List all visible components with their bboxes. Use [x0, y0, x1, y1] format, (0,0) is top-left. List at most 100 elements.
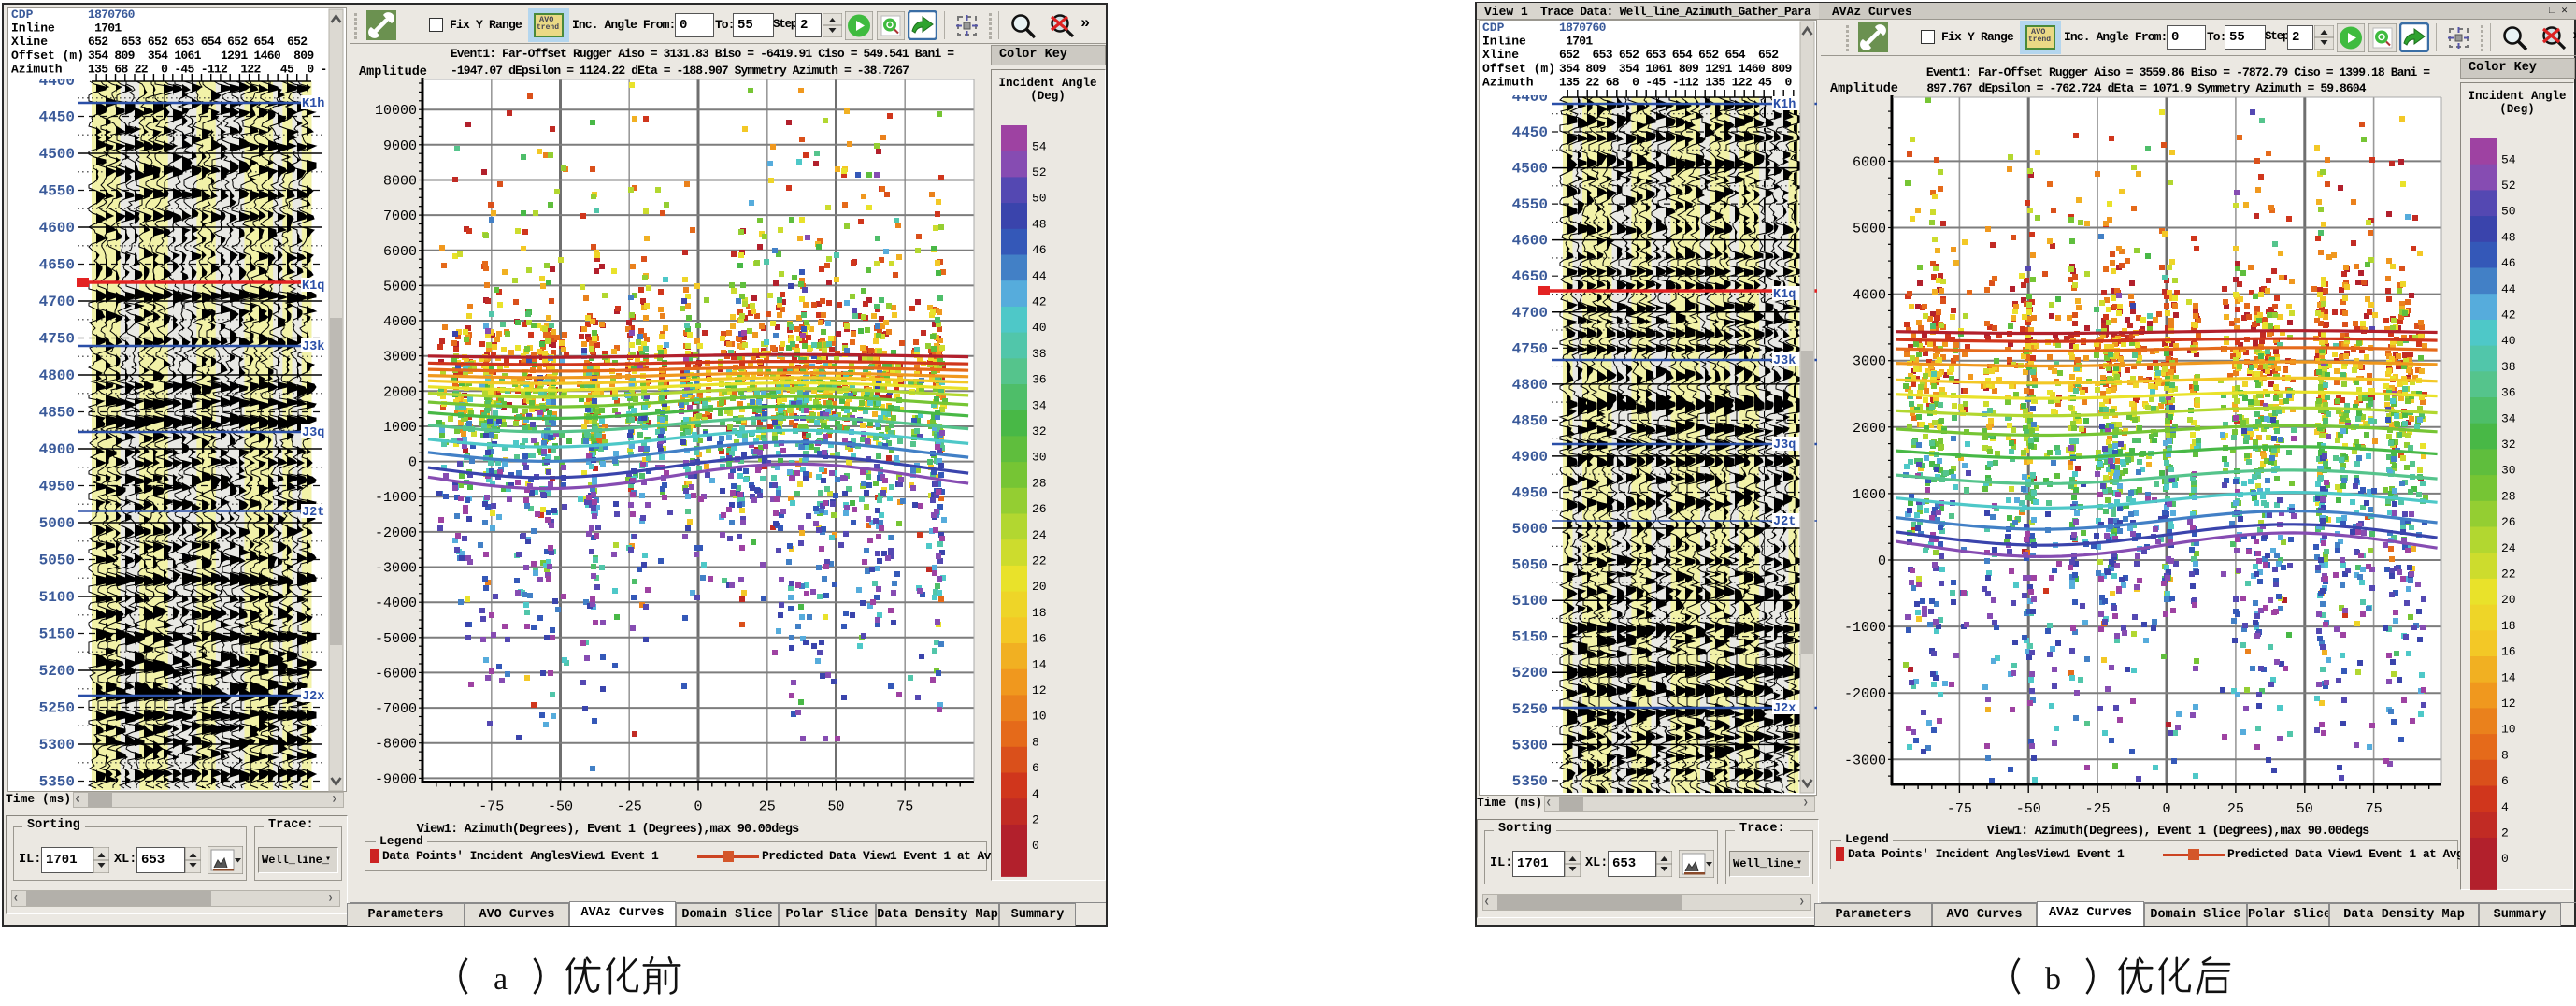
- svg-text:54: 54: [1032, 139, 1047, 153]
- svg-text:5000: 5000: [39, 515, 75, 532]
- svg-text:(Deg): (Deg): [2499, 103, 2535, 116]
- svg-text:652 653 652 653 654 652 654: 652 653 652 653 654 652 654 652: [88, 35, 308, 49]
- svg-text:2: 2: [2501, 826, 2509, 841]
- svg-text:8: 8: [1032, 735, 1039, 749]
- svg-text:0: 0: [2162, 801, 2170, 817]
- svg-text:8000: 8000: [383, 174, 417, 190]
- svg-text:J2t: J2t: [1773, 515, 1796, 529]
- svg-text:4850: 4850: [1512, 412, 1548, 429]
- svg-text:0: 0: [694, 799, 702, 815]
- svg-text:75: 75: [896, 799, 913, 815]
- svg-text:Incident Angle: Incident Angle: [998, 77, 1096, 90]
- svg-text:10: 10: [1032, 710, 1047, 724]
- svg-text:24: 24: [2501, 541, 2516, 555]
- svg-text:-3000: -3000: [1844, 753, 1886, 769]
- svg-text:5100: 5100: [39, 589, 75, 606]
- svg-text:14: 14: [2501, 670, 2516, 684]
- svg-text:Inline: Inline: [1482, 35, 1526, 49]
- svg-text:6000: 6000: [383, 244, 417, 260]
- svg-text:4900: 4900: [39, 441, 75, 458]
- svg-text:3000: 3000: [383, 350, 417, 366]
- svg-text:Offset (m): Offset (m): [11, 49, 84, 63]
- svg-text:5350: 5350: [39, 774, 75, 791]
- svg-text:4800: 4800: [1512, 377, 1548, 394]
- svg-text:5050: 5050: [39, 553, 75, 569]
- svg-text:-9000: -9000: [375, 771, 417, 787]
- svg-text:Incident Angle: Incident Angle: [2468, 90, 2566, 103]
- svg-text:J3k: J3k: [302, 340, 324, 354]
- svg-text:4550: 4550: [1512, 196, 1548, 213]
- svg-text:Inline: Inline: [11, 22, 55, 36]
- svg-text:-2000: -2000: [375, 525, 417, 541]
- svg-text:32: 32: [1032, 424, 1047, 438]
- svg-text:1701: 1701: [1559, 35, 1593, 49]
- svg-text:54: 54: [2501, 152, 2516, 166]
- svg-text:135 22 68 0 -45 -112 135 122: 135 22 68 0 -45 -112 135 122 45 0: [1559, 75, 1792, 89]
- svg-text:-50: -50: [2016, 801, 2041, 817]
- svg-text:-6000: -6000: [375, 666, 417, 682]
- svg-text:652 653 652 653 654 652 654: 652 653 652 653 654 652 654 652: [1559, 48, 1779, 62]
- svg-text:-25: -25: [2085, 801, 2111, 817]
- svg-text:0: 0: [408, 455, 417, 471]
- svg-text:52: 52: [1032, 165, 1047, 180]
- svg-text:3000: 3000: [1853, 354, 1886, 370]
- svg-text:-75: -75: [1947, 801, 1972, 817]
- svg-text:30: 30: [2501, 464, 2516, 478]
- svg-text:5300: 5300: [1512, 737, 1548, 754]
- svg-text:1000: 1000: [1853, 487, 1886, 503]
- svg-text:18: 18: [2501, 619, 2516, 633]
- svg-text:-1000: -1000: [375, 490, 417, 506]
- svg-text:50: 50: [2501, 205, 2516, 219]
- svg-text:40: 40: [2501, 334, 2516, 348]
- svg-text:34: 34: [2501, 411, 2516, 425]
- svg-text:24: 24: [1032, 528, 1047, 542]
- svg-text:5300: 5300: [39, 737, 75, 754]
- svg-text:-5000: -5000: [375, 631, 417, 647]
- svg-text:Azimuth: Azimuth: [1482, 75, 1534, 89]
- svg-text:-2000: -2000: [1844, 686, 1886, 702]
- svg-text:30: 30: [1032, 451, 1047, 465]
- svg-text:5200: 5200: [1512, 665, 1548, 682]
- svg-text:K1q: K1q: [302, 280, 324, 294]
- svg-text:10: 10: [2501, 723, 2516, 737]
- svg-text:354 809 354 1061 809 1291 146: 354 809 354 1061 809 1291 1460 809: [1559, 62, 1792, 76]
- svg-text:4500: 4500: [39, 146, 75, 163]
- svg-text:5050: 5050: [1512, 557, 1548, 574]
- svg-text:5100: 5100: [1512, 593, 1548, 610]
- svg-text:CDP: CDP: [1482, 21, 1505, 35]
- svg-text:48: 48: [2501, 230, 2516, 244]
- svg-text:J2x: J2x: [302, 690, 324, 704]
- svg-text:75: 75: [2366, 801, 2383, 817]
- svg-text:5350: 5350: [1512, 773, 1548, 790]
- svg-text:10000: 10000: [375, 103, 417, 119]
- svg-text:5000: 5000: [383, 279, 417, 295]
- svg-text:4: 4: [1032, 787, 1039, 801]
- svg-text:28: 28: [2501, 489, 2516, 503]
- svg-text:4800: 4800: [39, 367, 75, 384]
- svg-text:4950: 4950: [39, 479, 75, 496]
- svg-text:52: 52: [2501, 179, 2516, 193]
- svg-text:CDP: CDP: [11, 7, 34, 22]
- svg-text:J2t: J2t: [302, 506, 324, 520]
- svg-text:4700: 4700: [1512, 305, 1548, 322]
- svg-text:5250: 5250: [39, 700, 75, 717]
- svg-text:7000: 7000: [383, 208, 417, 224]
- svg-text:2: 2: [1032, 813, 1039, 827]
- svg-text:36: 36: [2501, 386, 2516, 400]
- svg-text:44: 44: [2501, 282, 2516, 296]
- svg-text:6000: 6000: [1853, 154, 1886, 170]
- svg-text:Offset (m): Offset (m): [1482, 62, 1555, 76]
- svg-text:K1h: K1h: [1773, 98, 1796, 112]
- svg-text:4900: 4900: [1512, 449, 1548, 466]
- svg-text:50: 50: [827, 799, 844, 815]
- svg-text:50: 50: [1032, 192, 1047, 206]
- svg-text:2000: 2000: [1853, 421, 1886, 437]
- svg-text:4650: 4650: [1512, 268, 1548, 285]
- svg-text:K1h: K1h: [302, 97, 324, 111]
- svg-text:4500: 4500: [1512, 161, 1548, 178]
- svg-text:28: 28: [1032, 476, 1047, 490]
- svg-text:5000: 5000: [1512, 521, 1548, 538]
- svg-text:1870760: 1870760: [88, 7, 136, 22]
- svg-text:1701: 1701: [88, 22, 122, 36]
- svg-text:-1000: -1000: [1844, 620, 1886, 636]
